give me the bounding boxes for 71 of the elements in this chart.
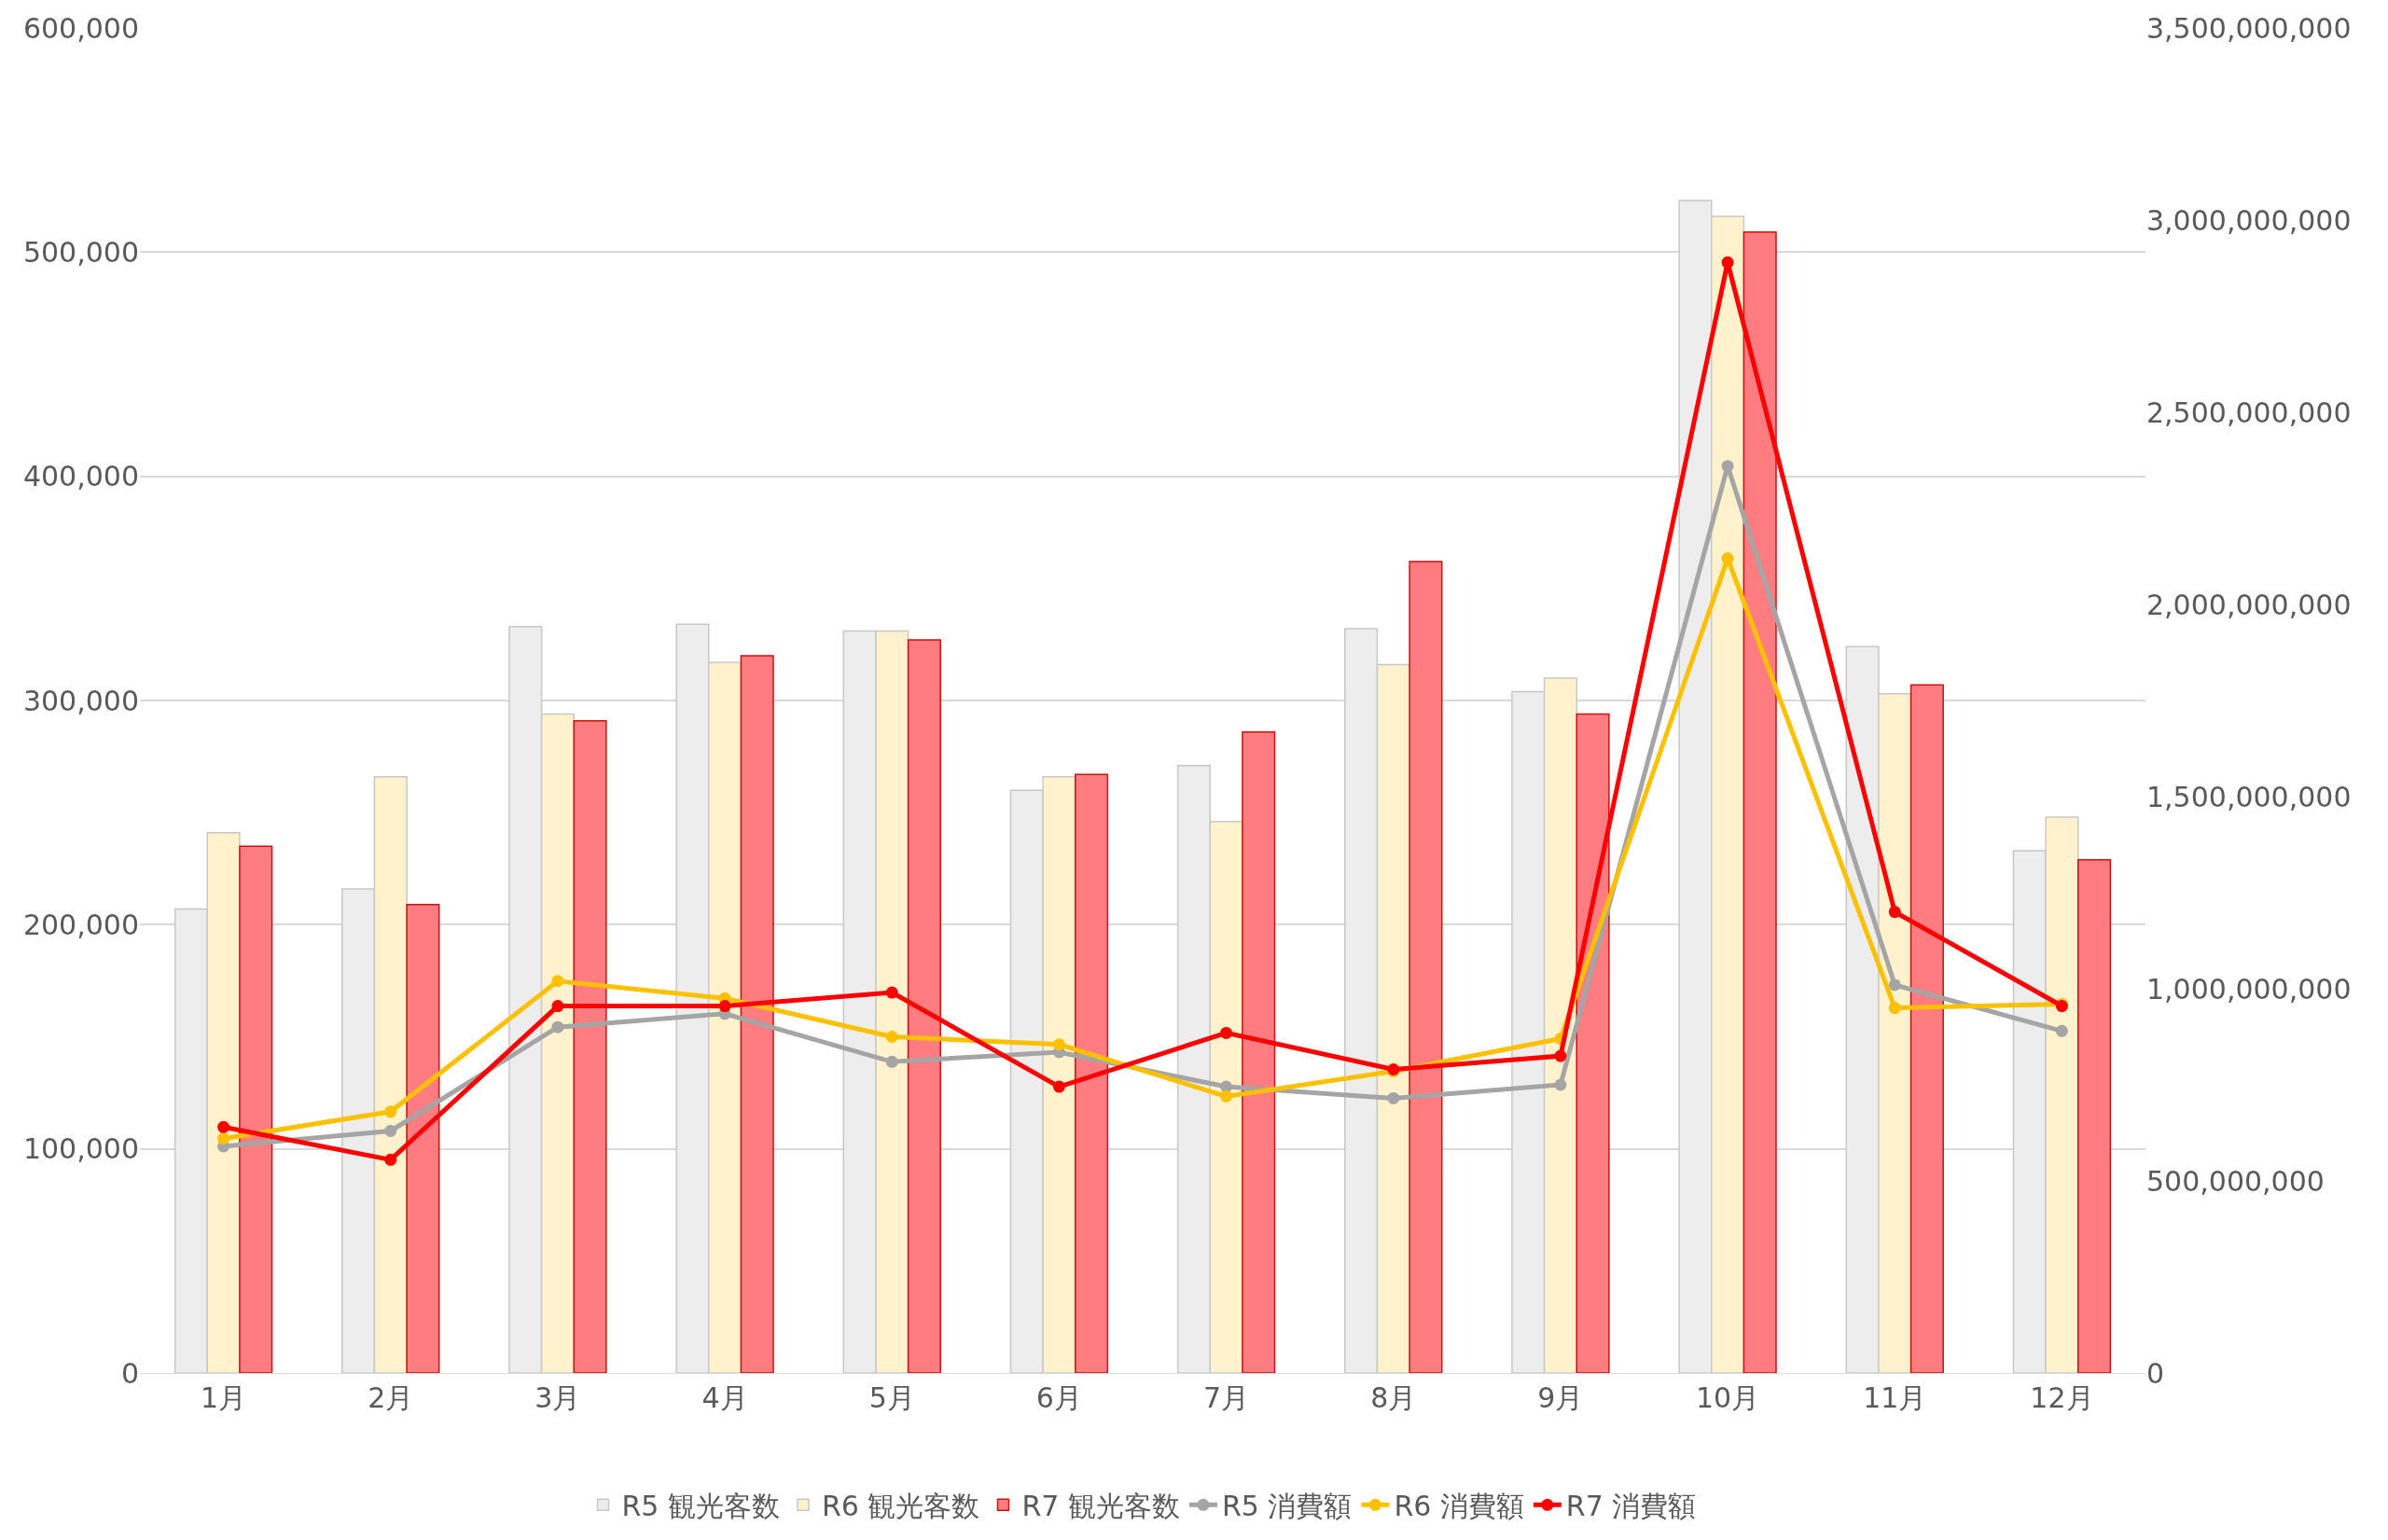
x-tick-label: 12月 bbox=[2030, 1381, 2094, 1414]
x-tick-label: 6月 bbox=[1035, 1381, 1082, 1414]
point bbox=[1721, 552, 1734, 565]
bar bbox=[907, 639, 941, 1373]
x-tick-label: 10月 bbox=[1695, 1381, 1760, 1414]
point bbox=[384, 1124, 397, 1137]
bar bbox=[1409, 561, 1443, 1373]
legend-label: R7 観光客数 bbox=[1021, 1490, 1180, 1523]
x-tick-label: 7月 bbox=[1203, 1381, 1250, 1414]
x-tick-label: 8月 bbox=[1370, 1381, 1417, 1414]
bar bbox=[406, 903, 440, 1373]
x-tick-label: 4月 bbox=[701, 1381, 748, 1414]
point bbox=[217, 1132, 230, 1145]
y-tick-label: 400,000 bbox=[22, 460, 139, 493]
point bbox=[885, 1031, 898, 1043]
legend-label: R6 観光客数 bbox=[821, 1490, 980, 1523]
point bbox=[551, 975, 564, 988]
y2-tick-label: 2,500,000,000 bbox=[2146, 395, 2352, 429]
point bbox=[885, 986, 898, 999]
point bbox=[1220, 1026, 1233, 1039]
x-tick-label: 5月 bbox=[868, 1381, 915, 1414]
bar bbox=[239, 845, 273, 1373]
point bbox=[1888, 906, 1901, 919]
point bbox=[718, 1000, 731, 1013]
y-tick-label: 300,000 bbox=[22, 684, 139, 717]
point bbox=[1052, 1038, 1065, 1051]
point bbox=[1220, 1089, 1233, 1103]
y2-tick-label: 1,000,000,000 bbox=[2146, 972, 2352, 1006]
point bbox=[551, 1000, 564, 1013]
y2-tick-label: 2,000,000,000 bbox=[2146, 588, 2352, 621]
point bbox=[1721, 256, 1734, 269]
y2-tick-label: 3,500,000,000 bbox=[2146, 11, 2352, 45]
point bbox=[384, 1105, 397, 1118]
point bbox=[2055, 1024, 2068, 1037]
legend-label: R5 消費額 bbox=[1221, 1490, 1353, 1523]
point bbox=[1052, 1080, 1065, 1093]
y2-tick-label: 0 bbox=[2146, 1356, 2165, 1390]
x-tick-label: 9月 bbox=[1537, 1381, 1584, 1414]
point bbox=[885, 1055, 898, 1068]
bar bbox=[573, 719, 607, 1373]
y-tick-label: 500,000 bbox=[22, 235, 139, 269]
point bbox=[1888, 1002, 1901, 1015]
bar bbox=[1242, 730, 1276, 1373]
bar bbox=[1909, 684, 1944, 1373]
y2-tick-label: 1,500,000,000 bbox=[2146, 780, 2352, 813]
y-tick-label: 100,000 bbox=[22, 1132, 139, 1166]
legend-label: R6 消費額 bbox=[1394, 1490, 1524, 1523]
x-tick-label: 11月 bbox=[1863, 1381, 1927, 1414]
bar bbox=[1742, 230, 1777, 1373]
y-tick-label: 0 bbox=[120, 1356, 139, 1390]
point bbox=[1554, 1078, 1567, 1091]
legend-label: R5 観光客数 bbox=[621, 1490, 780, 1523]
x-tick-label: 1月 bbox=[201, 1381, 247, 1414]
point bbox=[551, 1020, 564, 1034]
point bbox=[217, 1120, 230, 1133]
point bbox=[1554, 1049, 1567, 1062]
y-tick-label: 200,000 bbox=[22, 908, 139, 941]
x-tick-label: 3月 bbox=[535, 1381, 581, 1414]
point bbox=[1888, 978, 1901, 992]
bar bbox=[740, 655, 774, 1373]
y2-tick-label: 3,000,000,000 bbox=[2146, 203, 2352, 237]
bar bbox=[1074, 773, 1109, 1373]
bar bbox=[1576, 713, 1610, 1373]
bar bbox=[2076, 858, 2112, 1373]
point bbox=[1387, 1091, 1400, 1104]
x-tick-label: 2月 bbox=[368, 1381, 414, 1414]
y-tick-label: 600,000 bbox=[22, 11, 139, 45]
point bbox=[384, 1153, 397, 1166]
y2-tick-label: 500,000,000 bbox=[2146, 1164, 2325, 1198]
point bbox=[1721, 460, 1734, 473]
legend-label: R7 消費額 bbox=[1565, 1490, 1697, 1523]
